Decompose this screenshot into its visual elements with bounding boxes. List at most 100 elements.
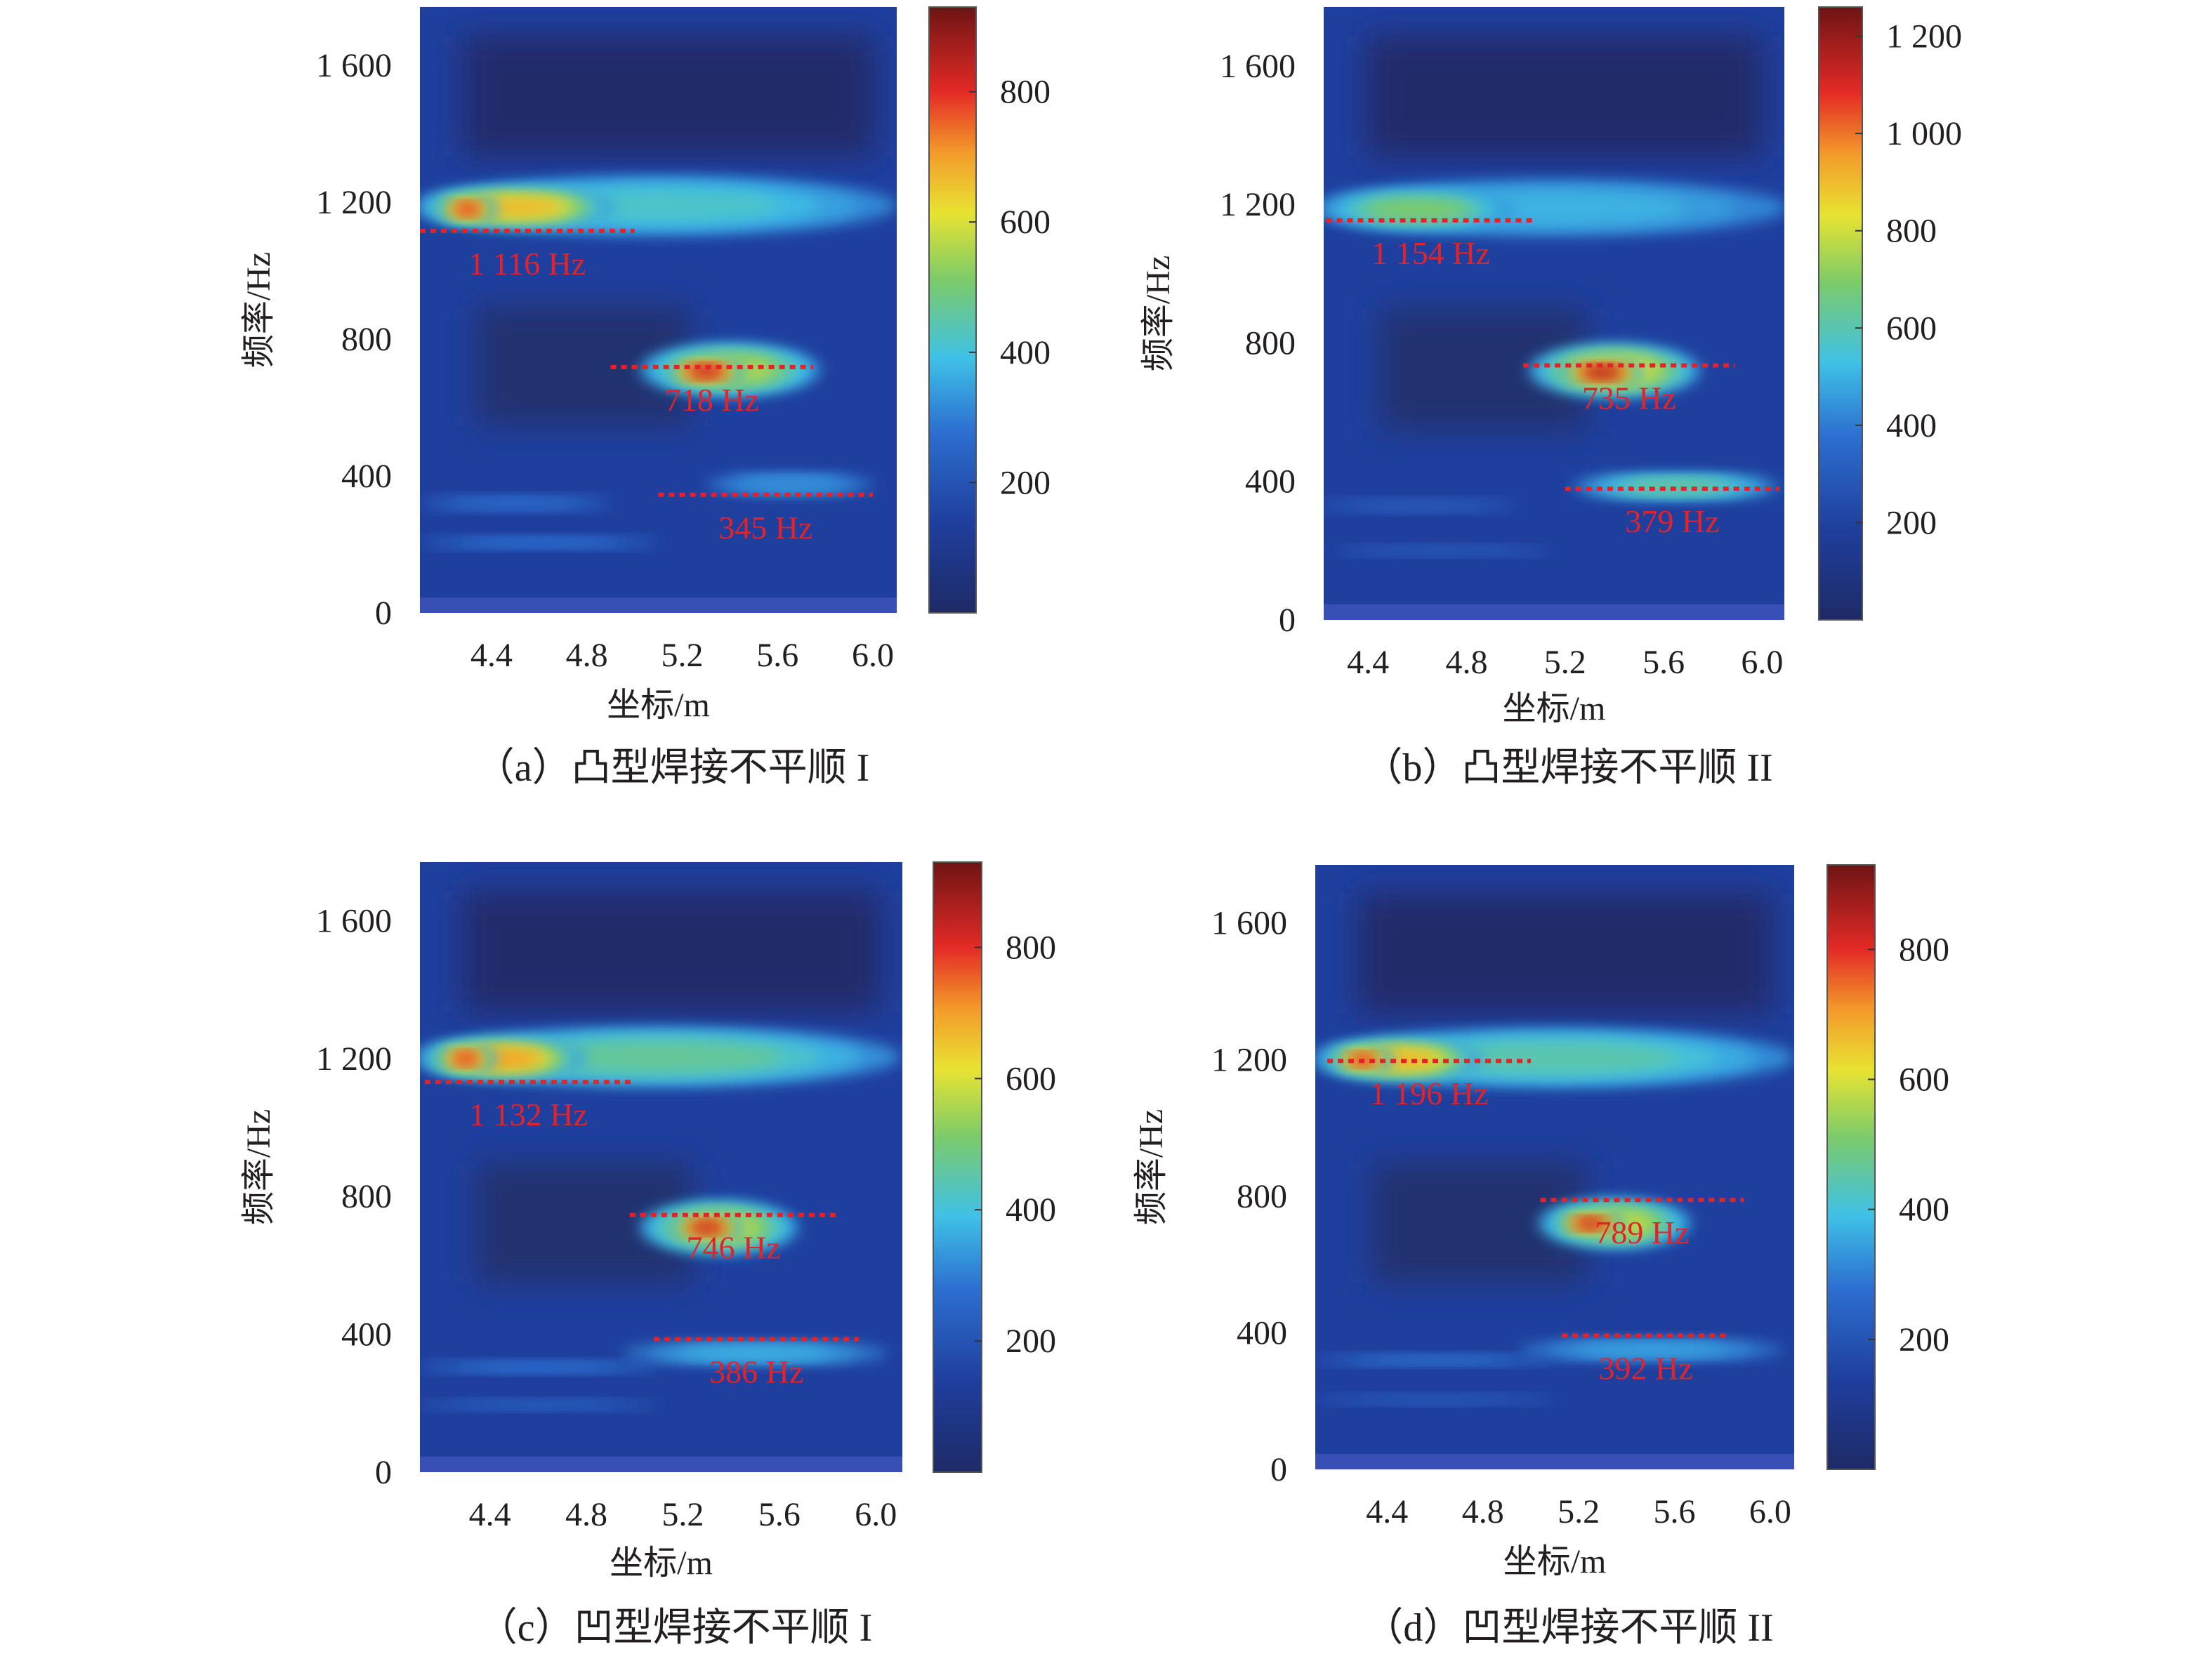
colorbar [1826,864,1876,1470]
energy-hotspot [535,1042,783,1072]
colorbar-tick-label: 200 [1886,504,1937,541]
x-tick-label: 4.8 [565,1496,607,1533]
y-tick-label: 0 [375,595,392,632]
y-tick-label: 1 200 [1220,186,1296,223]
energy-hotspot [456,1363,620,1371]
colorbar-tick-label: 600 [1899,1061,1949,1099]
colorbar-tick-label: 600 [1000,204,1051,241]
energy-hotspot [1354,1396,1516,1403]
y-tick-label: 0 [1270,1451,1287,1488]
panel-caption: （d）凹型焊接不平顺 II [1364,1606,1773,1650]
low-energy-region [462,35,876,157]
noise-band [420,597,897,613]
colorbar [1818,6,1863,621]
y-tick-label: 0 [1279,602,1296,639]
panel-b: 1 154 Hz 735 Hz 379 Hz 4.4 4.8 5.2 5.6 6.0 0 400 8… [1140,6,1962,790]
x-tick-label: 4.4 [1366,1493,1408,1530]
colorbar-tick-label: 200 [1899,1321,1949,1358]
low-energy-region [1357,893,1773,1014]
panel-c: 1 132 Hz 746 Hz 386 Hz 4.4 4.8 5.2 5.6 6.0 0 400 8… [240,861,1056,1650]
panel-a: 1 116 Hz 718 Hz 345 Hz 4.4 4.8 5.2 5.6 6.0 0 400 8… [240,6,1051,790]
peak-label: 345 Hz [718,510,812,545]
energy-hotspot [453,1053,479,1064]
energy-hotspot [456,1402,620,1408]
y-tick-label: 1 200 [1211,1041,1287,1078]
panel-d: 1 196 Hz 789 Hz 392 Hz 4.4 4.8 5.2 5.6 6.0 0 400 8… [1133,864,1949,1650]
x-tick-label: 4.8 [566,637,608,674]
energy-hotspot [1367,199,1468,220]
y-tick-label: 800 [341,321,392,358]
x-axis-label: 坐标/m [610,1544,713,1582]
y-axis-label: 频率/Hz [1140,256,1177,371]
y-tick-label: 800 [1245,324,1296,362]
peak-label: 789 Hz [1595,1215,1689,1250]
x-tick-label: 6.0 [1741,644,1783,681]
spectrogram-plot [420,7,897,613]
y-tick-label: 1 200 [316,1040,392,1078]
colorbar-tick-label: 1 000 [1886,115,1962,152]
x-tick-label: 6.0 [1749,1493,1791,1530]
panel-caption: （c）凹型焊接不平顺 I [478,1606,873,1650]
x-tick-label: 5.2 [661,637,703,674]
peak-label: 735 Hz [1582,380,1676,416]
energy-hotspot [1576,1344,1725,1356]
spectrogram-plot [420,862,902,1472]
energy-hotspot [451,499,580,508]
x-tick-label: 4.4 [470,637,513,674]
y-tick-label: 400 [1245,463,1296,501]
y-tick-label: 1 600 [316,902,392,939]
colorbar-tick-label: 400 [1006,1191,1056,1229]
energy-hotspot [1576,1219,1606,1229]
y-tick-label: 1 200 [316,184,392,221]
y-tick-label: 400 [1237,1314,1287,1351]
energy-hotspot [1350,502,1484,510]
x-tick-label: 5.2 [1558,1493,1600,1530]
peak-label: 392 Hz [1599,1350,1693,1386]
y-tick-label: 400 [341,1316,392,1354]
energy-hotspot [1583,366,1621,378]
x-axis-label: 坐标/m [1503,1543,1607,1580]
y-tick-label: 400 [341,458,392,495]
colorbar-tick-label: 800 [1899,931,1949,968]
peak-label: 379 Hz [1625,503,1719,539]
x-tick-label: 4.8 [1445,644,1487,681]
energy-hotspot [680,1347,831,1359]
x-tick-label: 5.6 [756,637,798,674]
colorbar-tick-label: 800 [1886,213,1937,250]
colorbar-tick-label: 600 [1886,310,1937,347]
colorbar [933,861,982,1473]
colorbar-tick-label: 800 [1000,74,1051,111]
panel-caption: （b）凸型焊接不平顺 II [1363,746,1772,790]
energy-hotspot [742,478,837,491]
x-tick-label: 6.0 [855,1496,897,1533]
x-axis-label: 坐标/m [1503,690,1606,727]
peak-label: 1 132 Hz [469,1097,588,1132]
y-tick-label: 1 600 [1211,905,1287,942]
energy-hotspot [454,204,480,215]
energy-hotspot [690,1222,723,1233]
x-tick-label: 6.0 [852,637,894,674]
peak-label: 386 Hz [709,1354,803,1389]
spectrogram-plot [1315,865,1794,1469]
y-axis-label: 频率/Hz [240,1109,277,1225]
y-tick-label: 800 [341,1178,392,1215]
x-tick-label: 4.8 [1462,1493,1504,1530]
x-tick-label: 5.6 [1642,644,1685,681]
energy-hotspot [1432,1043,1678,1073]
x-tick-label: 5.2 [1544,644,1586,681]
x-tick-label: 5.6 [1654,1493,1696,1530]
colorbar-tick-label: 200 [1006,1323,1056,1360]
noise-band [420,1456,902,1472]
low-energy-region [462,890,881,1012]
energy-hotspot [1367,548,1517,554]
x-tick-label: 4.4 [1347,644,1389,681]
noise-band [1315,1454,1794,1469]
colorbar-tick-label: 400 [1000,334,1051,371]
y-axis-label: 频率/Hz [1133,1109,1170,1225]
y-tick-label: 1 600 [1220,48,1296,85]
peak-label: 1 154 Hz [1371,235,1490,271]
y-tick-label: 800 [1237,1178,1287,1215]
low-energy-region [1366,35,1763,158]
